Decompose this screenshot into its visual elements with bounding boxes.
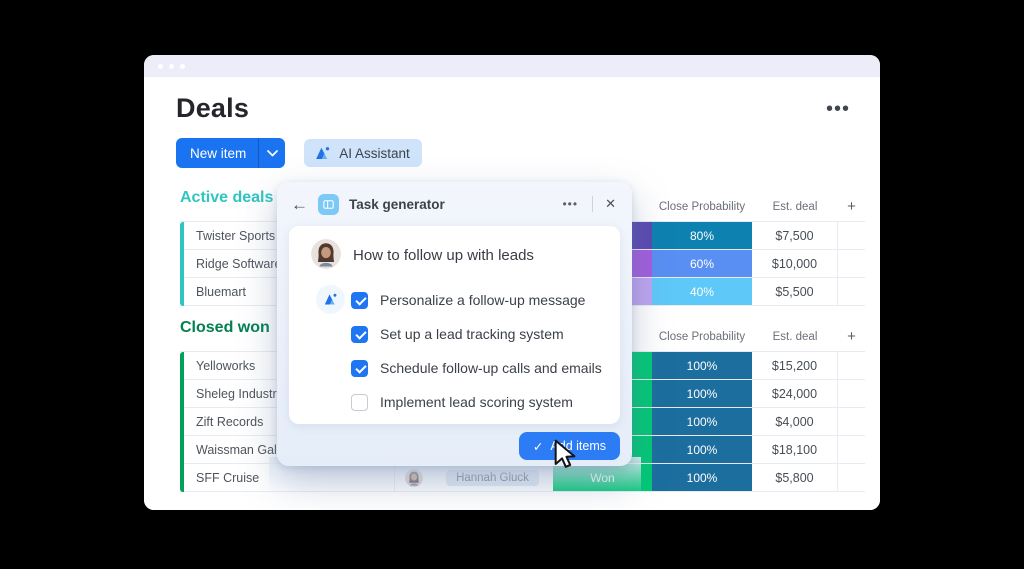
- est-deal-cell[interactable]: $7,500: [752, 222, 838, 249]
- task-label: Personalize a follow-up message: [380, 292, 586, 308]
- task-label: Set up a lead tracking system: [380, 326, 564, 342]
- window-titlebar: [144, 55, 880, 77]
- toolbar: New item AI Assistant: [176, 138, 422, 168]
- empty-cell: [838, 222, 865, 249]
- user-avatar: [311, 239, 341, 269]
- ai-assistant-button[interactable]: AI Assistant: [304, 139, 422, 167]
- est-deal-cell[interactable]: $5,500: [752, 278, 838, 305]
- empty-cell: [838, 380, 865, 407]
- board-content: Deals ••• New item: [144, 77, 880, 510]
- table-row: SFF Cruise Hannah Gluck Won 100% $5,800: [180, 464, 865, 492]
- close-probability-cell[interactable]: 100%: [652, 436, 752, 463]
- item-name-cell[interactable]: SFF Cruise: [180, 464, 395, 491]
- owner-cell[interactable]: [395, 464, 432, 491]
- window-control-dot[interactable]: [169, 63, 174, 69]
- empty-cell: [838, 352, 865, 379]
- add-items-label: Add items: [550, 439, 606, 453]
- est-deal-cell[interactable]: $4,000: [752, 408, 838, 435]
- est-deal-cell[interactable]: $18,100: [752, 436, 838, 463]
- checkbox[interactable]: [351, 359, 368, 377]
- task-generator-icon: [318, 193, 339, 215]
- close-probability-cell[interactable]: 100%: [652, 352, 752, 379]
- task-item: Personalize a follow-up message: [351, 290, 585, 310]
- group-color-bar: [180, 352, 184, 492]
- new-item-label: New item: [190, 145, 247, 161]
- column-header-est-deal[interactable]: Est. deal: [772, 200, 818, 213]
- task-item: Set up a lead tracking system: [351, 324, 564, 344]
- new-item-button[interactable]: New item: [176, 138, 286, 168]
- task-item: Schedule follow-up calls and emails: [351, 358, 602, 378]
- prompt-text: How to follow up with leads: [353, 247, 534, 264]
- close-probability-cell[interactable]: 80%: [652, 222, 752, 249]
- est-deal-cell[interactable]: $10,000: [752, 250, 838, 277]
- column-header-est-deal[interactable]: Est. deal: [772, 330, 818, 343]
- column-header-close-probability[interactable]: Close Probability: [658, 200, 746, 213]
- task-label: Schedule follow-up calls and emails: [380, 360, 602, 376]
- column-headers: Close Probability Est. deal +: [180, 328, 865, 345]
- button-divider: [258, 138, 260, 168]
- checkbox[interactable]: [351, 393, 368, 411]
- modal-header: ← Task generator ••• ✕: [277, 182, 632, 226]
- task-label: Implement lead scoring system: [380, 394, 573, 410]
- window-control-dot[interactable]: [158, 63, 163, 69]
- add-column-button[interactable]: +: [847, 198, 856, 215]
- group-color-bar: [180, 222, 184, 306]
- checkbox[interactable]: [351, 325, 368, 343]
- est-deal-cell[interactable]: $5,800: [752, 464, 838, 491]
- ai-logo-icon: [313, 144, 332, 163]
- empty-cell: [838, 250, 865, 277]
- page-title: Deals: [176, 93, 250, 123]
- task-generator-modal: ← Task generator ••• ✕ How to follow up …: [277, 182, 632, 468]
- owner-avatar[interactable]: [404, 468, 423, 487]
- column-headers: Close Probability Est. deal +: [180, 198, 865, 215]
- task-item: Implement lead scoring system: [351, 392, 573, 412]
- close-probability-cell[interactable]: 100%: [652, 380, 752, 407]
- group-title-closed-won[interactable]: Closed won: [180, 319, 270, 336]
- add-items-button[interactable]: ✓ Add items: [518, 432, 620, 460]
- close-probability-cell[interactable]: 100%: [652, 408, 752, 435]
- column-header-close-probability[interactable]: Close Probability: [658, 330, 746, 343]
- task-card: How to follow up with leads Personalize …: [289, 226, 620, 424]
- empty-cell: [838, 464, 865, 491]
- check-icon: ✓: [532, 439, 544, 454]
- close-icon[interactable]: ✕: [605, 196, 616, 211]
- person-name-badge[interactable]: Hannah Gluck: [446, 469, 539, 486]
- person-cell[interactable]: Hannah Gluck: [432, 464, 553, 491]
- checkbox[interactable]: [351, 291, 368, 309]
- empty-cell: [838, 278, 865, 305]
- ai-assistant-label: AI Assistant: [339, 145, 410, 161]
- back-arrow-icon[interactable]: ←: [291, 194, 308, 214]
- close-probability-cell[interactable]: 40%: [652, 278, 752, 305]
- app-window: Deals ••• New item: [144, 55, 880, 510]
- close-probability-cell[interactable]: 100%: [652, 464, 752, 491]
- status-cell[interactable]: Won: [553, 464, 652, 491]
- ai-logo-icon: [316, 285, 345, 314]
- group-title-active-deals[interactable]: Active deals: [180, 189, 274, 206]
- chevron-down-icon[interactable]: [259, 149, 285, 157]
- est-deal-cell[interactable]: $15,200: [752, 352, 838, 379]
- board-menu-button[interactable]: •••: [825, 98, 850, 120]
- modal-title: Task generator: [349, 196, 445, 212]
- close-probability-cell[interactable]: 60%: [652, 250, 752, 277]
- more-options-icon[interactable]: •••: [562, 197, 579, 211]
- empty-cell: [838, 436, 865, 463]
- window-control-dot[interactable]: [180, 63, 185, 69]
- est-deal-cell[interactable]: $24,000: [752, 380, 838, 407]
- header-divider: [592, 196, 594, 212]
- empty-cell: [838, 408, 865, 435]
- add-column-button[interactable]: +: [847, 328, 856, 345]
